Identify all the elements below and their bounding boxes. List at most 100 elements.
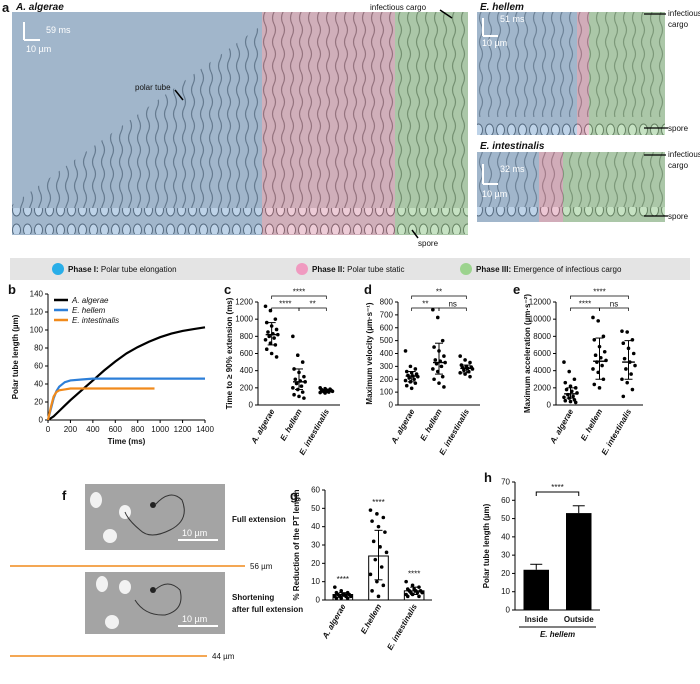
length-scale: 10 µm — [26, 44, 51, 54]
y-tick-label: 20 — [501, 569, 510, 578]
y-tick-label: 0 — [547, 401, 552, 410]
point — [318, 390, 322, 395]
point — [403, 378, 408, 383]
point — [295, 353, 300, 358]
panel-label: d — [364, 282, 372, 297]
point — [564, 387, 569, 392]
significance: ** — [436, 288, 442, 297]
y-tick-label: 60 — [501, 496, 510, 505]
point — [592, 382, 597, 387]
panel-title: E. hellem — [480, 2, 524, 13]
annotation: polar tube — [135, 83, 171, 92]
y-tick-label: 50 — [501, 514, 510, 523]
point — [274, 327, 279, 332]
point — [591, 315, 595, 320]
point — [458, 354, 462, 358]
point — [431, 307, 435, 312]
point — [274, 355, 279, 359]
point — [442, 385, 446, 389]
y-tick-label: 20 — [34, 398, 43, 407]
significance: **** — [593, 288, 605, 297]
y-tick-label: 60 — [34, 362, 43, 371]
point — [370, 519, 374, 523]
point — [620, 377, 624, 382]
y-axis-title: Maximum acceleration (µm·s⁻²) — [523, 294, 532, 413]
significance: **** — [279, 300, 291, 309]
point — [415, 590, 420, 595]
point — [339, 596, 344, 600]
point — [602, 349, 607, 354]
micrograph-hellem — [477, 12, 668, 135]
point — [440, 374, 445, 379]
point — [443, 360, 447, 365]
point — [592, 337, 597, 342]
panel-label: e — [513, 282, 520, 297]
point — [591, 367, 595, 371]
x-tick-label: 1000 — [151, 425, 169, 434]
point — [562, 395, 566, 400]
y-tick-label: 200 — [380, 375, 394, 384]
y-tick-label: 0 — [39, 416, 44, 425]
significance: **** — [551, 483, 563, 492]
point — [273, 317, 278, 321]
micrograph-intestinalis — [477, 152, 668, 222]
significance: **** — [408, 570, 420, 579]
x-axis-title: Time (ms) — [108, 437, 146, 446]
point — [600, 363, 604, 368]
point — [300, 390, 305, 394]
bar — [566, 513, 592, 610]
legend-entry: Phase I: Polar tube elongation — [68, 265, 177, 274]
y-tick-label: 0 — [316, 596, 321, 605]
point — [571, 394, 575, 399]
point — [633, 363, 637, 368]
x-tick-label: 1400 — [196, 425, 214, 434]
significance: ** — [310, 300, 316, 309]
significance: ns — [610, 300, 618, 309]
panel-title: E. intestinalis — [480, 141, 545, 152]
panel-label: g — [290, 488, 298, 503]
point — [563, 398, 568, 403]
point — [379, 565, 384, 569]
point — [572, 377, 577, 382]
legend-bar — [10, 258, 690, 280]
point — [601, 334, 606, 339]
annotation: spore — [418, 239, 439, 248]
point — [435, 315, 440, 320]
y-tick-label: 1200 — [235, 298, 253, 307]
y-tick-label: 8000 — [533, 332, 551, 341]
point — [622, 356, 627, 361]
y-tick-label: 30 — [311, 541, 320, 550]
y-axis-title: % Reduction of the PT length — [292, 489, 301, 600]
annotation: infectious — [668, 150, 700, 159]
caption: after full extension — [232, 605, 303, 614]
point — [420, 590, 424, 595]
point — [403, 349, 408, 353]
point — [269, 351, 274, 356]
point — [276, 332, 280, 337]
point — [458, 371, 462, 375]
point — [373, 557, 378, 562]
annotation: spore — [668, 212, 689, 221]
significance: **** — [293, 288, 305, 297]
point — [573, 386, 578, 390]
length-scale: 10 µm — [482, 38, 507, 48]
point — [303, 380, 307, 384]
legend-entry: Phase III: Emergence of infectious cargo — [476, 265, 622, 274]
x-tick-label: E. intestinalis — [297, 407, 331, 457]
y-tick-label: 20 — [311, 559, 320, 568]
point — [573, 400, 578, 405]
point — [299, 384, 304, 388]
legend-entry: E. hellem — [72, 306, 106, 315]
point — [404, 369, 409, 374]
point — [368, 508, 373, 512]
y-tick-label: 40 — [34, 380, 43, 389]
legend-entry: A. algerae — [71, 296, 109, 305]
point — [624, 367, 628, 371]
point — [630, 387, 635, 392]
point — [368, 572, 373, 577]
point — [593, 353, 598, 358]
point — [264, 320, 269, 325]
y-tick-label: 80 — [34, 344, 43, 353]
point — [412, 377, 416, 382]
